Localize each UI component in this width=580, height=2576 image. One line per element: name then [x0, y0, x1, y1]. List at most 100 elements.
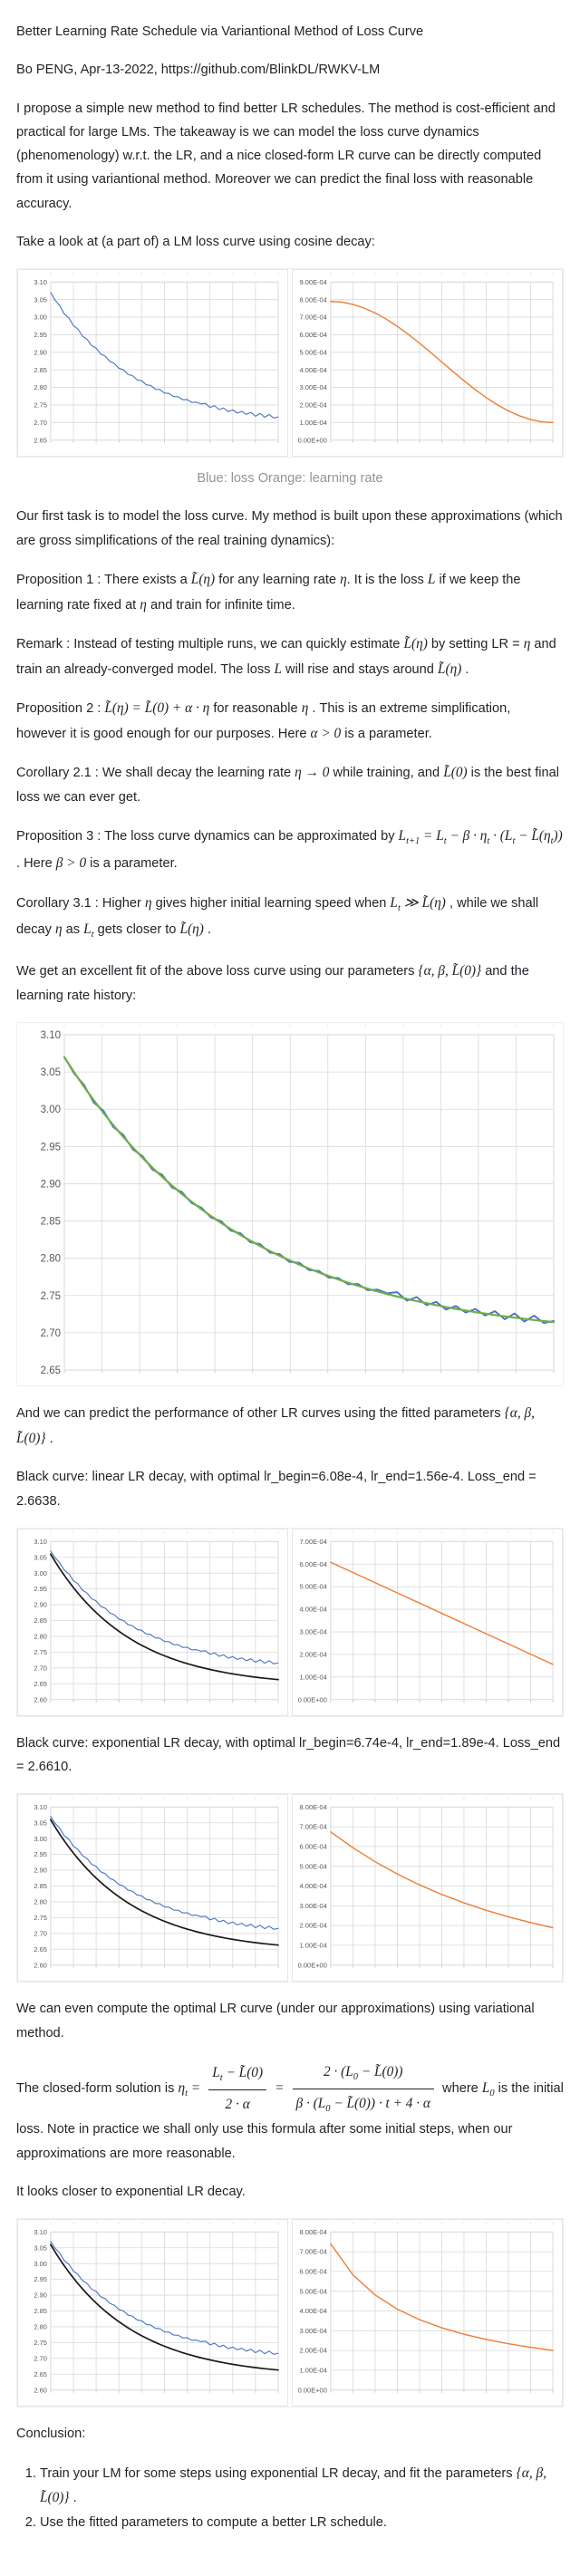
svg-text:2.00E-04: 2.00E-04	[300, 2347, 327, 2355]
inline-math: η	[144, 894, 152, 911]
figure-optimal-lr: 3.10 3.05 3.00 2.95 2.90 2.85 2.80 2.75 2.70 2.65…	[16, 2218, 564, 2408]
formula-prefix: The closed-form solution is	[16, 2081, 179, 2097]
inline-math: η	[523, 636, 531, 652]
svg-text:3.00: 3.00	[34, 1569, 47, 1577]
svg-text:3.00E-04: 3.00E-04	[300, 1627, 327, 1635]
svg-text:3.00E-04: 3.00E-04	[300, 2327, 327, 2335]
svg-text:2.90: 2.90	[34, 1867, 47, 1875]
lr-chart-cosine: 9.00E-04 8.00E-04 7.00E-04 6.00E-04 5.00E-04…	[292, 269, 563, 458]
svg-text:2.95: 2.95	[34, 331, 47, 339]
conclusion-heading: Conclusion:	[16, 2426, 86, 2442]
svg-text:3.00: 3.00	[34, 2260, 47, 2268]
page-title: Better Learning Rate Schedule via Varian…	[16, 24, 424, 39]
svg-text:8.00E-04: 8.00E-04	[300, 295, 327, 304]
svg-text:0.00E+00: 0.00E+00	[298, 2387, 327, 2395]
formula-lhs: ηt =	[178, 2080, 201, 2099]
svg-text:1.00E-04: 1.00E-04	[300, 1673, 327, 1681]
svg-text:2.60: 2.60	[34, 1962, 47, 1970]
svg-text:2.85: 2.85	[41, 1217, 61, 1228]
svg-text:3.00: 3.00	[34, 314, 47, 322]
svg-text:2.70: 2.70	[34, 419, 47, 427]
proposition-1: Proposition 1 : There exists a L̃(η) for…	[16, 571, 521, 613]
svg-text:3.00E-04: 3.00E-04	[300, 383, 327, 391]
formula-equals: =	[275, 2080, 285, 2097]
svg-text:2.90: 2.90	[34, 2291, 47, 2300]
inline-math: β > 0	[55, 855, 87, 872]
svg-text:3.00: 3.00	[34, 1835, 47, 1843]
svg-text:2.95: 2.95	[34, 1585, 47, 1593]
svg-text:0.00E+00: 0.00E+00	[298, 1962, 327, 1970]
black-linear-paragraph: Black curve: linear LR decay, with optim…	[16, 1470, 536, 1509]
loss-fit-chart: 3.10 3.05 3.00 2.95 2.90 2.85 2.80 2.75 2.70 2.65	[17, 1023, 563, 1386]
svg-text:3.10: 3.10	[34, 278, 47, 286]
svg-text:3.05: 3.05	[34, 1553, 47, 1561]
svg-text:2.95: 2.95	[34, 2276, 47, 2284]
svg-text:2.80: 2.80	[41, 1254, 61, 1265]
lr-chart-optimal: 8.00E-04 7.00E-04 6.00E-04 5.00E-04 4.00E-04…	[292, 2219, 563, 2407]
figure-loss-fit: 3.10 3.05 3.00 2.95 2.90 2.85 2.80 2.75 2.70 2.65	[16, 1022, 564, 1387]
svg-text:3.05: 3.05	[34, 1819, 47, 1828]
svg-text:2.00E-04: 2.00E-04	[300, 1650, 327, 1658]
loss-chart-linear-pred: 3.10 3.05 3.00 2.95 2.90 2.85 2.80 2.75 2.70 2.65…	[17, 1528, 288, 1716]
svg-text:2.65: 2.65	[34, 1680, 47, 1688]
svg-text:2.75: 2.75	[34, 2339, 47, 2347]
loss-chart-cosine-run: 3.10 3.05 3.00 2.95 2.90 2.85 2.80 2.75 2.70 2.65	[17, 269, 288, 458]
svg-text:4.00E-04: 4.00E-04	[300, 1882, 327, 1890]
inline-math: L̃(0)	[443, 765, 468, 781]
svg-text:2.85: 2.85	[34, 1616, 47, 1625]
svg-text:2.85: 2.85	[34, 2307, 47, 2315]
svg-text:5.00E-04: 5.00E-04	[300, 1583, 327, 1591]
svg-text:3.00: 3.00	[41, 1105, 61, 1115]
first-task-paragraph: Our first task is to model the loss curv…	[16, 509, 563, 548]
svg-text:6.00E-04: 6.00E-04	[300, 2268, 327, 2276]
inline-math: {α, β, L̃(0)}	[16, 1405, 535, 1446]
svg-text:3.05: 3.05	[34, 295, 47, 304]
svg-text:2.80: 2.80	[34, 383, 47, 391]
svg-text:2.90: 2.90	[34, 1600, 47, 1608]
svg-text:3.10: 3.10	[41, 1030, 61, 1041]
svg-text:2.70: 2.70	[34, 2355, 47, 2363]
svg-text:2.85: 2.85	[34, 366, 47, 374]
svg-text:3.10: 3.10	[34, 1538, 47, 1546]
inline-math: L	[427, 571, 436, 587]
svg-text:2.90: 2.90	[34, 349, 47, 357]
svg-text:4.00E-04: 4.00E-04	[300, 2307, 327, 2315]
figure-cosine-run: 3.10 3.05 3.00 2.95 2.90 2.85 2.80 2.75 2.70 2.65…	[16, 268, 564, 458]
inline-math: α > 0	[310, 725, 342, 741]
inline-math: L̃(η)	[437, 661, 462, 677]
svg-text:6.00E-04: 6.00E-04	[300, 331, 327, 339]
variational-paragraph: We can even compute the optimal LR curve…	[16, 2002, 535, 2041]
inline-math: η	[340, 571, 347, 587]
svg-text:2.95: 2.95	[41, 1142, 61, 1153]
figure-linear-decay: 3.10 3.05 3.00 2.95 2.90 2.85 2.80 2.75 2.70 2.65…	[16, 1527, 564, 1717]
svg-text:3.10: 3.10	[34, 2228, 47, 2236]
inline-math: L0	[481, 2080, 495, 2099]
svg-text:0.00E+00: 0.00E+00	[298, 1695, 327, 1703]
figure-caption: Blue: loss Orange: learning rate	[197, 471, 383, 487]
inline-math: L̃(η)	[403, 636, 428, 652]
svg-text:0.00E+00: 0.00E+00	[298, 436, 327, 444]
black-exp-paragraph: Black curve: exponential LR decay, with …	[16, 1735, 561, 1775]
svg-text:3.10: 3.10	[34, 1803, 47, 1811]
inline-math: L	[274, 661, 282, 677]
svg-text:3.05: 3.05	[41, 1067, 61, 1078]
figure-exp-decay: 3.10 3.05 3.00 2.95 2.90 2.85 2.80 2.75 2.70 2.65…	[16, 1793, 564, 1983]
svg-text:2.70: 2.70	[41, 1328, 61, 1339]
svg-text:5.00E-04: 5.00E-04	[300, 1863, 327, 1871]
svg-text:8.00E-04: 8.00E-04	[300, 1803, 327, 1811]
formula-suffix: where L0 is the initial loss. Note in pr…	[16, 2080, 564, 2161]
svg-text:2.90: 2.90	[41, 1180, 61, 1191]
lr-chart-linear: 7.00E-04 6.00E-04 5.00E-04 4.00E-04 3.00E-04…	[292, 1528, 563, 1716]
svg-text:2.70: 2.70	[34, 1664, 47, 1672]
svg-text:6.00E-04: 6.00E-04	[300, 1843, 327, 1851]
inline-math: η	[301, 700, 309, 717]
byline: Bo PENG, Apr-13-2022, https://github.com…	[16, 63, 381, 78]
intro-paragraph: I propose a simple new method to find be…	[16, 101, 556, 211]
svg-text:2.65: 2.65	[34, 436, 47, 444]
svg-text:2.75: 2.75	[34, 1648, 47, 1656]
inline-math: Lt ≫ L̃(η)	[390, 894, 446, 913]
svg-text:9.00E-04: 9.00E-04	[300, 278, 327, 286]
inline-math: Lt+1 = Lt − β · ηt · (Lt − L̃(ηt))	[398, 828, 563, 847]
formula-fraction-1: Lt − L̃(0) 2 · α	[208, 2060, 267, 2117]
